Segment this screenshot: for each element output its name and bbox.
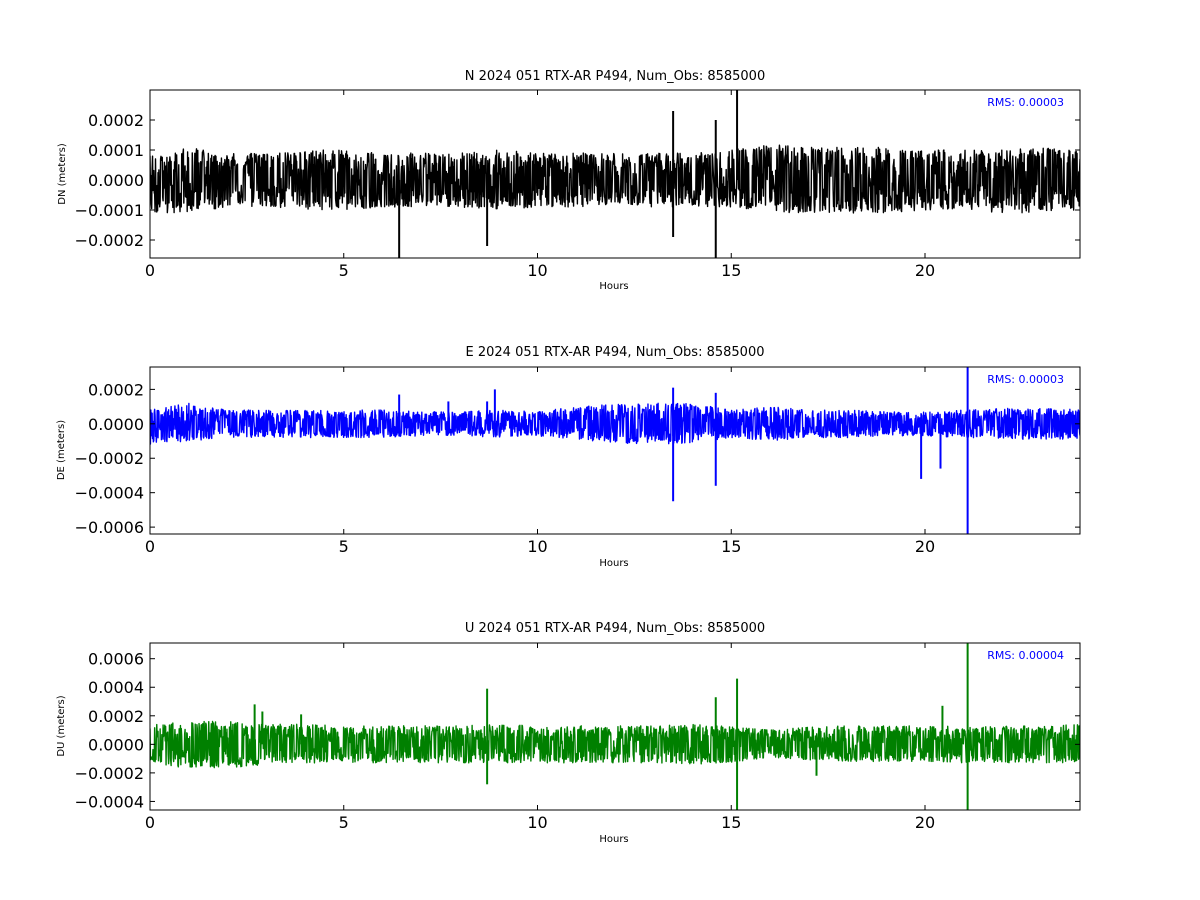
y-tick-label: 0.0006 (88, 650, 144, 669)
rms-annotation: RMS: 0.00003 (987, 96, 1064, 109)
y-tick-label: 0.0002 (88, 707, 144, 726)
chart-title: E 2024 051 RTX-AR P494, Num_Obs: 8585000 (466, 345, 765, 360)
y-tick-label: 0.0000 (88, 171, 144, 190)
x-tick-label: 10 (527, 813, 547, 832)
y-tick-label: 0.0000 (88, 735, 144, 754)
up-plot-area: 0 5 10 15 20 0.0006 0.0004 0.0002 0.0000 −0.0002 −… (75, 642, 1081, 832)
panel-up: U 2024 051 RTX-AR P494, Num_Obs: 8585000… (56, 621, 1081, 845)
plot-frame (149, 642, 1081, 811)
x-tick-label: 15 (721, 261, 741, 280)
chart-title: N 2024 051 RTX-AR P494, Num_Obs: 8585000 (465, 69, 765, 84)
x-tick-label: 10 (527, 537, 547, 556)
east-plot-area: 0 5 10 15 20 0.0002 0.0000 −0.0002 −0.0004 −0.000… (75, 366, 1081, 556)
y-tick-label: −0.0001 (75, 201, 144, 220)
chart-title: U 2024 051 RTX-AR P494, Num_Obs: 8585000 (465, 621, 765, 636)
panel-east: E 2024 051 RTX-AR P494, Num_Obs: 8585000… (56, 345, 1081, 569)
east-series-line (150, 402, 1080, 445)
north-plot-area: 0 5 10 15 20 0.0002 0.0001 0.0000 −0.0001 −0.0002 (75, 89, 1081, 280)
plot-frame (149, 366, 1081, 535)
y-axis-label: DN (meters) (57, 143, 68, 205)
x-tick-label: 15 (721, 537, 741, 556)
y-axis-label: DE (meters) (56, 420, 67, 480)
rms-annotation: RMS: 0.00004 (987, 649, 1064, 662)
y-tick-label: 0.0001 (88, 141, 144, 160)
x-tick-label: 20 (915, 537, 935, 556)
x-axis-label: Hours (599, 558, 628, 569)
y-tick-label: −0.0004 (75, 792, 144, 811)
rms-annotation: RMS: 0.00003 (987, 373, 1064, 386)
x-tick-label: 15 (721, 813, 741, 832)
y-tick-label: 0.0004 (88, 678, 144, 697)
y-axis-label: DU (meters) (56, 695, 67, 756)
panel-north: N 2024 051 RTX-AR P494, Num_Obs: 8585000… (57, 69, 1081, 292)
x-tick-label: 20 (915, 261, 935, 280)
y-tick-label: 0.0002 (88, 111, 144, 130)
x-tick-label: 0 (145, 813, 155, 832)
y-tick-label: −0.0002 (75, 764, 144, 783)
y-tick-label: 0.0000 (88, 415, 144, 434)
north-series-line (150, 144, 1080, 214)
x-tick-label: 5 (339, 537, 349, 556)
plot-frame (149, 89, 1081, 259)
x-axis-label: Hours (599, 281, 628, 292)
y-tick-label: 0.0002 (88, 380, 144, 399)
x-tick-label: 0 (145, 261, 155, 280)
x-tick-label: 20 (915, 813, 935, 832)
y-tick-label: −0.0004 (75, 484, 144, 503)
y-tick-label: −0.0002 (75, 449, 144, 468)
x-axis-label: Hours (599, 834, 628, 845)
x-tick-label: 5 (339, 813, 349, 832)
x-tick-label: 5 (339, 261, 349, 280)
y-tick-label: −0.0002 (75, 231, 144, 250)
up-series-line (150, 720, 1080, 769)
x-tick-label: 10 (527, 261, 547, 280)
x-tick-label: 0 (145, 537, 155, 556)
y-tick-label: −0.0006 (75, 518, 144, 537)
